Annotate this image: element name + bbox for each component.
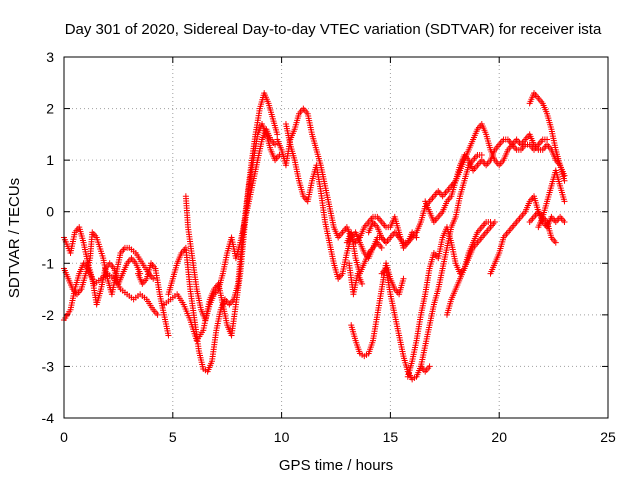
data-point-marker (426, 363, 433, 370)
data-point-marker (272, 141, 279, 148)
data-point-marker (276, 151, 283, 158)
data-point-marker (378, 244, 385, 251)
y-tick-label: -2 (42, 307, 55, 323)
y-tick-label: 0 (46, 204, 54, 220)
y-tick-label: 3 (46, 49, 54, 65)
data-point-marker (165, 332, 172, 339)
plot-frame (63, 56, 609, 419)
x-axis-label: GPS time / hours (279, 457, 393, 474)
x-tick-label: 10 (274, 429, 290, 445)
series-arc-19 (443, 219, 498, 318)
tick-labels: 0 5 10 15 20 25 -4 -3 -2 -1 0 1 2 3 (42, 49, 616, 445)
series-arc-17 (404, 219, 494, 380)
x-tick-label: 5 (169, 429, 177, 445)
data-point-marker (544, 136, 551, 143)
x-tick-label: 25 (600, 429, 616, 445)
data-point-marker (561, 177, 568, 184)
series-arc-21 (535, 167, 568, 231)
series-arc-7 (182, 126, 279, 324)
data-point-marker (400, 275, 407, 282)
data-point-marker (274, 131, 281, 138)
series-arc-3 (61, 260, 161, 324)
series-arc-14 (346, 260, 366, 298)
data-point-marker (154, 311, 161, 318)
y-tick-label: -1 (42, 255, 55, 271)
x-tick-label: 15 (383, 429, 399, 445)
y-tick-label: -4 (42, 410, 55, 426)
data-points (61, 90, 568, 383)
data-point-marker (359, 280, 366, 287)
y-tick-label: -3 (42, 358, 55, 374)
series-arc-9 (282, 121, 390, 282)
x-tick-label: 20 (491, 429, 507, 445)
chart-title: Day 301 of 2020, Sidereal Day-to-day VTE… (65, 21, 602, 38)
series-arc-18 (417, 151, 485, 370)
y-axis-label: SDTVAR / TECUs (6, 178, 23, 298)
data-point-marker (491, 219, 498, 226)
data-point-marker (561, 219, 568, 226)
series-arc-4 (134, 260, 172, 339)
series-arc-13 (343, 229, 385, 277)
y-tick-label: 2 (46, 101, 54, 117)
series-arc-12 (526, 90, 568, 184)
series-arc-20 (487, 193, 559, 277)
series-arc-22 (526, 208, 568, 231)
x-tick-label: 0 (60, 429, 68, 445)
data-point-marker (561, 198, 568, 205)
y-tick-label: 1 (46, 152, 54, 168)
data-point-marker (150, 275, 157, 282)
series-arc-15 (348, 260, 407, 360)
data-point-marker (552, 239, 559, 246)
data-point-marker (478, 151, 485, 158)
